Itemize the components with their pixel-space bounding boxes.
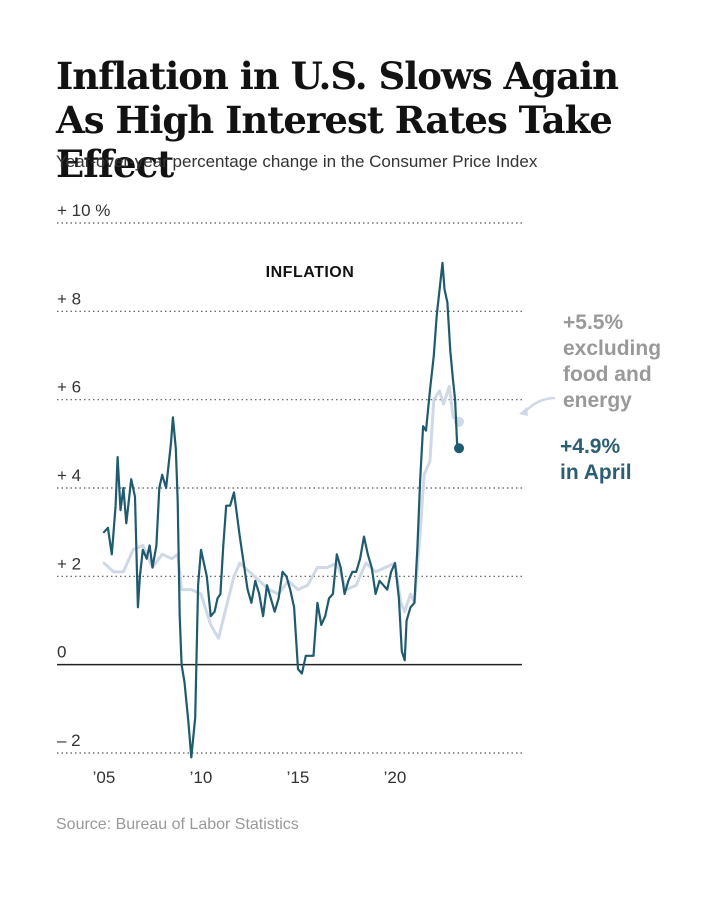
headline-label-line2: in April xyxy=(560,461,632,484)
headline-value-label: +4.9% xyxy=(560,435,620,458)
core-label-arrowhead xyxy=(519,407,528,416)
core-label-arrow xyxy=(523,396,556,414)
annotation-layer: +5.5% excluding food and energy +4.9% in… xyxy=(519,311,661,484)
x-tick-label: ’15 xyxy=(287,768,310,787)
source-note: Source: Bureau of Labor Statistics xyxy=(56,816,299,833)
x-tick-label: ’10 xyxy=(190,768,213,787)
y-tick-label: + 2 xyxy=(57,554,81,573)
y-tick-label: + 4 xyxy=(57,466,81,485)
headline-inflation-endpoint xyxy=(454,443,465,454)
chart-inner-title: INFLATION xyxy=(266,264,355,281)
core-inflation-line xyxy=(102,384,461,640)
y-tick-label: 0 xyxy=(57,643,66,662)
y-tick-label: – 2 xyxy=(57,731,81,750)
core-label-line3: food and xyxy=(563,363,652,386)
core-value-label: +5.5% xyxy=(563,311,623,334)
chart-headline: Inflation in U.S. Slows Again As High In… xyxy=(56,54,696,186)
grid-layer: + 10 % + 8 + 6 + 4 + 2 0 – 2 ’05 ’10 ’15 ’20 xyxy=(57,201,522,787)
y-tick-label: + 8 xyxy=(57,289,81,308)
y-tick-label: + 6 xyxy=(57,378,81,397)
x-tick-label: ’20 xyxy=(384,768,407,787)
headline-line-2: As High Interest Rates Take Effect xyxy=(56,98,613,186)
x-tick-label: ’05 xyxy=(93,768,116,787)
chart-subtitle: Year-over-year percentage change in the … xyxy=(56,152,538,171)
core-label-line2: excluding xyxy=(563,337,661,360)
series-layer xyxy=(102,261,465,759)
y-tick-label: + 10 % xyxy=(57,201,110,220)
core-label-line4: energy xyxy=(563,389,632,412)
headline-line-1: Inflation in U.S. Slows Again xyxy=(56,54,619,98)
headline-inflation-line xyxy=(102,261,461,759)
